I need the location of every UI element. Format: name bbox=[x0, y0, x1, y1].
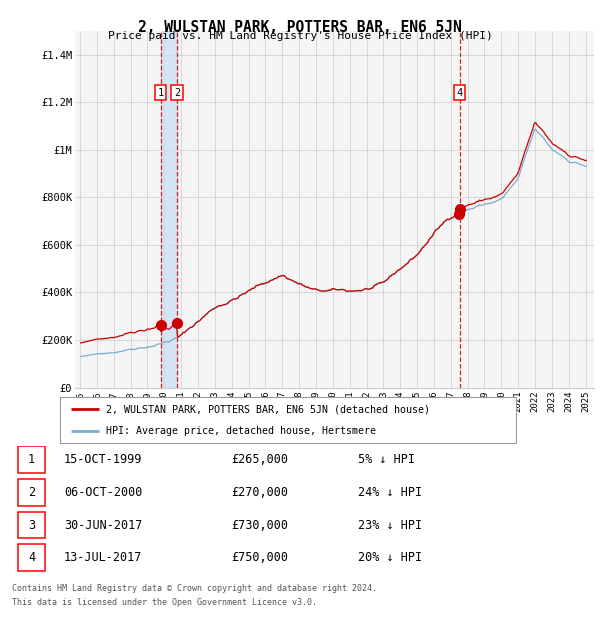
Text: 3: 3 bbox=[28, 518, 35, 531]
FancyBboxPatch shape bbox=[18, 512, 46, 538]
Text: 1: 1 bbox=[28, 453, 35, 466]
Text: 2: 2 bbox=[28, 486, 35, 499]
Text: 2, WULSTAN PARK, POTTERS BAR, EN6 5JN (detached house): 2, WULSTAN PARK, POTTERS BAR, EN6 5JN (d… bbox=[106, 404, 430, 414]
Text: 15-OCT-1999: 15-OCT-1999 bbox=[64, 453, 142, 466]
Text: 2: 2 bbox=[174, 88, 180, 98]
Text: 13-JUL-2017: 13-JUL-2017 bbox=[64, 551, 142, 564]
Text: This data is licensed under the Open Government Licence v3.0.: This data is licensed under the Open Gov… bbox=[12, 598, 317, 607]
Text: 2, WULSTAN PARK, POTTERS BAR, EN6 5JN: 2, WULSTAN PARK, POTTERS BAR, EN6 5JN bbox=[138, 20, 462, 35]
Text: 30-JUN-2017: 30-JUN-2017 bbox=[64, 518, 142, 531]
Text: 06-OCT-2000: 06-OCT-2000 bbox=[64, 486, 142, 499]
Text: HPI: Average price, detached house, Hertsmere: HPI: Average price, detached house, Hert… bbox=[106, 426, 376, 436]
Text: £730,000: £730,000 bbox=[231, 518, 288, 531]
Text: 4: 4 bbox=[457, 88, 463, 98]
Text: 5% ↓ HPI: 5% ↓ HPI bbox=[358, 453, 415, 466]
Text: £270,000: £270,000 bbox=[231, 486, 288, 499]
FancyBboxPatch shape bbox=[18, 446, 46, 473]
Text: 20% ↓ HPI: 20% ↓ HPI bbox=[358, 551, 422, 564]
Text: £265,000: £265,000 bbox=[231, 453, 288, 466]
FancyBboxPatch shape bbox=[18, 544, 46, 571]
Text: Contains HM Land Registry data © Crown copyright and database right 2024.: Contains HM Land Registry data © Crown c… bbox=[12, 584, 377, 593]
Text: £750,000: £750,000 bbox=[231, 551, 288, 564]
Text: 1: 1 bbox=[158, 88, 164, 98]
Bar bbox=[161, 31, 177, 388]
Text: Price paid vs. HM Land Registry's House Price Index (HPI): Price paid vs. HM Land Registry's House … bbox=[107, 31, 493, 41]
Text: 23% ↓ HPI: 23% ↓ HPI bbox=[358, 518, 422, 531]
FancyBboxPatch shape bbox=[60, 397, 516, 443]
FancyBboxPatch shape bbox=[18, 479, 46, 506]
Text: 24% ↓ HPI: 24% ↓ HPI bbox=[358, 486, 422, 499]
Text: 4: 4 bbox=[28, 551, 35, 564]
